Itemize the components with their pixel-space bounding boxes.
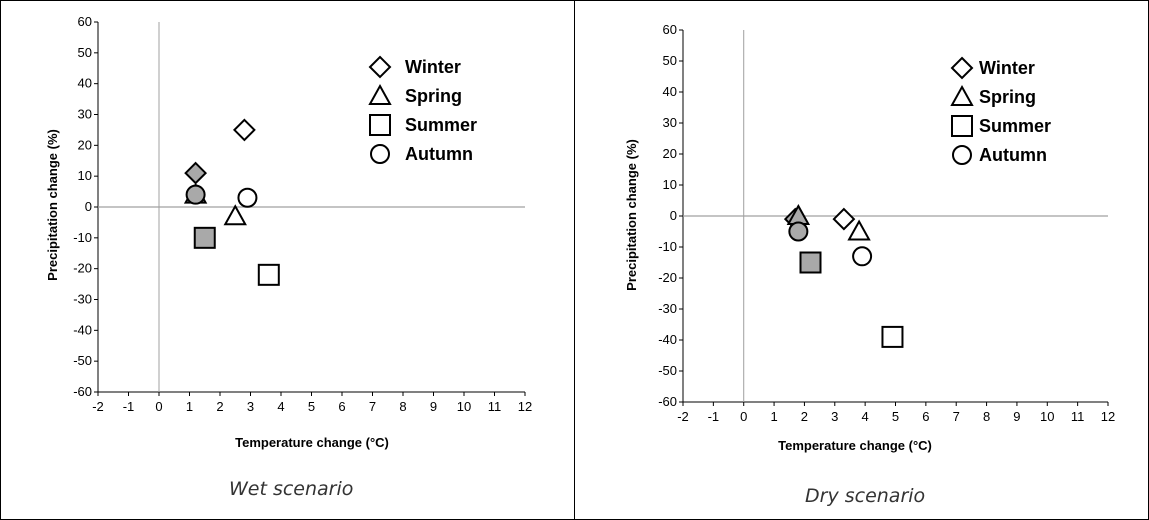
legend-autumn-label: Autumn xyxy=(405,144,473,164)
legend-spring-label: Spring xyxy=(979,87,1036,107)
x-tick-label: -1 xyxy=(708,409,720,424)
x-tick-label: 8 xyxy=(983,409,990,424)
data-point-autumn-white xyxy=(852,246,873,267)
x-tick-label: 6 xyxy=(922,409,929,424)
legend-spring-symbol xyxy=(368,83,392,105)
data-point-autumn-gray xyxy=(788,221,809,242)
y-axis-title: Precipitation change (%) xyxy=(624,139,639,291)
x-tick-label: 12 xyxy=(1101,409,1115,424)
dry-scenario-caption: Dry scenario xyxy=(805,485,926,507)
y-tick-label: -50 xyxy=(73,353,92,368)
x-tick-label: 11 xyxy=(488,399,502,414)
y-tick-label: 40 xyxy=(78,76,92,91)
x-tick-label: 10 xyxy=(1040,409,1054,424)
y-axis-title: Precipitation change (%) xyxy=(45,129,60,281)
y-tick-label: -40 xyxy=(658,332,677,347)
y-tick-label: 50 xyxy=(78,45,92,60)
x-tick-label: 0 xyxy=(155,399,162,414)
legend-winter-symbol xyxy=(368,55,392,79)
y-tick-label: 10 xyxy=(78,168,92,183)
legend-summer-symbol xyxy=(369,114,391,136)
data-point-winter-gray xyxy=(184,161,208,185)
y-tick-label: -10 xyxy=(73,230,92,245)
data-point-summer-gray xyxy=(193,226,216,249)
x-tick-label: 1 xyxy=(770,409,777,424)
x-tick-label: 9 xyxy=(1013,409,1020,424)
data-point-summer-white xyxy=(881,325,904,348)
y-tick-label: -10 xyxy=(658,239,677,254)
x-tick-label: 6 xyxy=(338,399,345,414)
y-tick-label: 0 xyxy=(85,199,92,214)
legend-spring-label: Spring xyxy=(405,86,462,106)
legend-autumn-symbol xyxy=(370,144,390,164)
y-tick-label: 60 xyxy=(663,22,677,37)
x-tick-label: 2 xyxy=(216,399,223,414)
y-tick-label: -20 xyxy=(658,270,677,285)
legend-winter-label: Winter xyxy=(979,58,1035,78)
y-tick-label: -30 xyxy=(658,301,677,316)
data-point-summer-white xyxy=(257,263,280,286)
legend-autumn-label: Autumn xyxy=(979,145,1047,165)
x-axis-title: Temperature change (°C) xyxy=(778,438,932,453)
x-tick-label: 5 xyxy=(892,409,899,424)
y-tick-label: 10 xyxy=(663,177,677,192)
y-tick-label: -20 xyxy=(73,261,92,276)
x-tick-label: 11 xyxy=(1071,409,1085,424)
y-tick-label: 40 xyxy=(663,84,677,99)
legend-autumn-symbol xyxy=(952,145,972,165)
x-tick-label: 9 xyxy=(430,399,437,414)
y-tick-label: -30 xyxy=(73,292,92,307)
x-tick-label: -1 xyxy=(123,399,135,414)
data-point-winter-white xyxy=(832,207,856,231)
y-tick-label: -50 xyxy=(658,363,677,378)
legend-spring-symbol xyxy=(950,84,974,106)
x-tick-label: 8 xyxy=(399,399,406,414)
x-tick-label: 12 xyxy=(518,399,532,414)
x-tick-label: 4 xyxy=(277,399,284,414)
y-tick-label: 0 xyxy=(670,208,677,223)
data-point-winter-white xyxy=(232,118,256,142)
data-point-spring-white xyxy=(223,204,247,226)
y-tick-label: 50 xyxy=(663,53,677,68)
legend-winter-symbol xyxy=(950,56,974,80)
legend-winter-label: Winter xyxy=(405,57,461,77)
y-tick-label: -60 xyxy=(658,394,677,409)
x-tick-label: 1 xyxy=(186,399,193,414)
data-point-summer-gray xyxy=(799,251,822,274)
y-tick-label: 60 xyxy=(78,14,92,29)
y-tick-label: 20 xyxy=(663,146,677,161)
y-tick-label: -60 xyxy=(73,384,92,399)
legend-summer-label: Summer xyxy=(405,115,477,135)
x-tick-label: 4 xyxy=(862,409,869,424)
x-tick-label: 5 xyxy=(308,399,315,414)
x-tick-label: 3 xyxy=(831,409,838,424)
x-tick-label: 2 xyxy=(801,409,808,424)
y-tick-label: 30 xyxy=(78,107,92,122)
data-point-spring-white xyxy=(847,219,871,241)
wet-scenario-caption: Wet scenario xyxy=(229,478,354,500)
legend-summer-symbol xyxy=(951,115,973,137)
data-point-autumn-gray xyxy=(185,184,206,205)
legend-summer-label: Summer xyxy=(979,116,1051,136)
x-tick-label: -2 xyxy=(677,409,689,424)
x-tick-label: -2 xyxy=(92,399,104,414)
y-tick-label: 30 xyxy=(663,115,677,130)
x-axis-title: Temperature change (°C) xyxy=(235,435,389,450)
x-tick-label: 3 xyxy=(247,399,254,414)
y-tick-label: -40 xyxy=(73,322,92,337)
x-tick-label: 10 xyxy=(457,399,471,414)
panel-divider xyxy=(574,0,575,520)
x-tick-label: 0 xyxy=(740,409,747,424)
x-tick-label: 7 xyxy=(953,409,960,424)
data-point-autumn-white xyxy=(237,187,258,208)
x-tick-label: 7 xyxy=(369,399,376,414)
y-tick-label: 20 xyxy=(78,137,92,152)
